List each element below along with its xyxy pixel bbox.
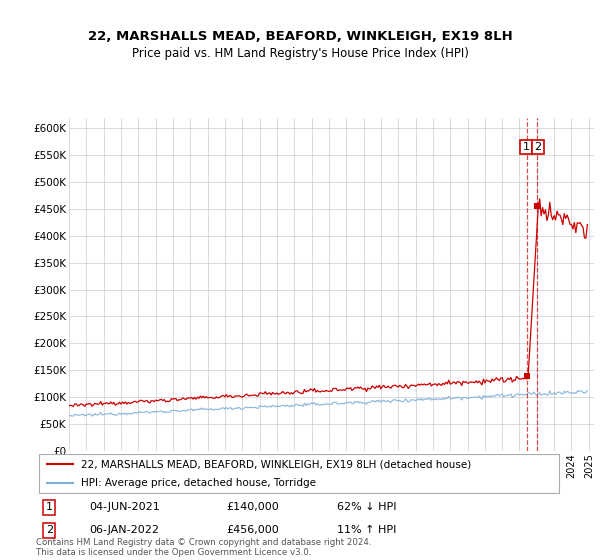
Text: 62% ↓ HPI: 62% ↓ HPI bbox=[337, 502, 397, 512]
Text: 2: 2 bbox=[535, 142, 542, 152]
FancyBboxPatch shape bbox=[38, 454, 559, 493]
Text: 1: 1 bbox=[523, 142, 529, 152]
Text: Price paid vs. HM Land Registry's House Price Index (HPI): Price paid vs. HM Land Registry's House … bbox=[131, 46, 469, 60]
Text: £140,000: £140,000 bbox=[226, 502, 279, 512]
Text: HPI: Average price, detached house, Torridge: HPI: Average price, detached house, Torr… bbox=[81, 478, 316, 488]
Text: £456,000: £456,000 bbox=[226, 525, 279, 535]
Text: 11% ↑ HPI: 11% ↑ HPI bbox=[337, 525, 397, 535]
Text: Contains HM Land Registry data © Crown copyright and database right 2024.
This d: Contains HM Land Registry data © Crown c… bbox=[36, 538, 371, 557]
Text: 22, MARSHALLS MEAD, BEAFORD, WINKLEIGH, EX19 8LH (detached house): 22, MARSHALLS MEAD, BEAFORD, WINKLEIGH, … bbox=[81, 460, 471, 469]
Text: 2: 2 bbox=[46, 525, 53, 535]
Text: 04-JUN-2021: 04-JUN-2021 bbox=[89, 502, 160, 512]
Text: 1: 1 bbox=[46, 502, 53, 512]
Text: 22, MARSHALLS MEAD, BEAFORD, WINKLEIGH, EX19 8LH: 22, MARSHALLS MEAD, BEAFORD, WINKLEIGH, … bbox=[88, 30, 512, 43]
Text: 06-JAN-2022: 06-JAN-2022 bbox=[89, 525, 159, 535]
